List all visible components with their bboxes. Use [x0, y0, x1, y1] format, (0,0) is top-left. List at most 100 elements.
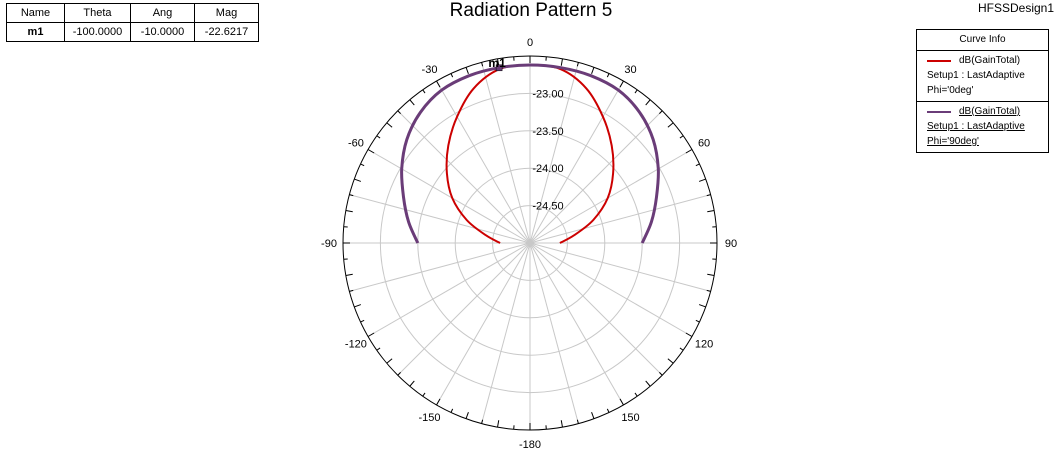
grid-spoke: [529, 242, 663, 376]
grid-spoke: [436, 242, 531, 406]
grid-spoke: [367, 242, 531, 337]
grid-spoke: [529, 80, 624, 244]
angle-tick: [645, 99, 651, 106]
design-name: HFSSDesign1: [977, 1, 1054, 15]
angle-tick: [349, 289, 354, 292]
angle-tick-label: 150: [621, 412, 639, 424]
grid-spoke: [436, 80, 531, 244]
angle-tick: [560, 420, 563, 428]
angle-tick-label: -180: [519, 439, 541, 451]
chart-title: Radiation Pattern 5: [449, 0, 613, 21]
angle-tick: [345, 273, 353, 276]
grid-spoke: [529, 149, 693, 244]
grid-spoke: [529, 242, 624, 406]
marker-mag: -22.6217: [194, 22, 259, 42]
angle-tick: [422, 392, 426, 397]
angle-tick: [698, 178, 706, 182]
angle-tick-label: 60: [698, 138, 710, 150]
legend-entry-quantity: dB(GainTotal): [959, 55, 1021, 66]
angle-tick: [376, 347, 381, 351]
angle-tick: [349, 194, 354, 197]
table-row: m1 -100.0000 -10.0000 -22.6217: [6, 22, 259, 42]
grid-spoke: [481, 62, 531, 244]
marker-label: m1: [488, 56, 506, 70]
angle-tick: [397, 372, 401, 376]
angle-tick: [679, 347, 684, 351]
grid-spoke: [529, 242, 579, 424]
angle-tick: [695, 319, 700, 323]
marker-ang: -10.0000: [130, 22, 195, 42]
angle-tick: [667, 122, 674, 128]
marker-theta: -100.0000: [64, 22, 131, 42]
angle-tick-label: 0: [527, 37, 533, 49]
grid-spoke: [529, 62, 579, 244]
angle-tick: [345, 210, 353, 213]
grid-spoke: [529, 110, 663, 244]
angle-tick: [409, 99, 415, 106]
angle-tick: [560, 58, 563, 66]
angle-tick: [354, 178, 362, 182]
grid-spoke: [367, 149, 531, 244]
angle-tick: [698, 304, 706, 308]
legend-entry-phi: Phi='90deg': [927, 136, 979, 147]
angle-tick: [481, 419, 484, 424]
angle-tick: [619, 80, 624, 88]
grid-spoke: [397, 242, 531, 376]
angle-tick: [706, 289, 711, 292]
grid-spoke: [529, 194, 711, 244]
angle-tick: [685, 332, 693, 337]
angle-tick-label: -30: [422, 64, 438, 76]
grid-spoke: [349, 194, 531, 244]
legend-entry[interactable]: dB(GainTotal) Setup1 : LastAdaptive Phi=…: [917, 51, 1048, 102]
angle-tick-label: -90: [321, 238, 337, 250]
legend-swatch-phi0: [927, 59, 951, 62]
angle-tick: [367, 332, 375, 337]
angle-tick: [576, 419, 579, 424]
angle-tick: [360, 163, 365, 167]
angle-tick-label: 30: [624, 64, 636, 76]
legend-header: Curve Info: [917, 30, 1048, 51]
curve-info-legend: Curve Info dB(GainTotal) Setup1 : LastAd…: [916, 29, 1049, 153]
angle-tick: [606, 408, 610, 413]
angle-tick: [386, 122, 393, 128]
series-line-phi90: [400, 63, 660, 244]
marker-name: m1: [6, 22, 65, 42]
angle-tick: [679, 135, 684, 139]
radial-tick-label: -24.00: [532, 163, 563, 175]
angle-tick: [436, 398, 441, 406]
angle-tick-label: 90: [725, 238, 737, 250]
radial-tick-label: -23.50: [532, 126, 563, 138]
legend-entry[interactable]: dB(GainTotal) Setup1 : LastAdaptive Phi=…: [917, 102, 1048, 152]
angle-tick-label: -60: [348, 138, 364, 150]
angle-tick: [422, 89, 426, 94]
angle-tick: [354, 304, 362, 308]
grid-spoke: [481, 242, 531, 424]
angle-tick: [667, 358, 674, 364]
angle-tick: [465, 67, 469, 75]
angle-tick: [436, 80, 441, 88]
angle-tick: [645, 380, 651, 387]
legend-swatch-phi90: [927, 110, 951, 113]
radial-tick-label: -23.00: [532, 88, 563, 100]
radial-tick-label: -24.50: [532, 201, 563, 213]
grid-spoke: [397, 110, 531, 244]
angle-tick: [465, 411, 469, 419]
angle-tick: [497, 420, 500, 428]
angle-tick: [695, 163, 700, 167]
legend-entry-quantity: dB(GainTotal): [959, 106, 1021, 117]
legend-entry-setup: Setup1 : LastAdaptive: [927, 70, 1025, 81]
angle-tick: [376, 135, 381, 139]
marker-point: [495, 64, 503, 72]
angle-tick: [634, 392, 638, 397]
angle-tick: [591, 411, 595, 419]
legend-entry-phi: Phi='0deg': [927, 85, 974, 96]
angle-tick: [360, 319, 365, 323]
angle-tick: [707, 210, 715, 213]
angle-tick: [576, 62, 579, 67]
grid-spoke: [349, 242, 531, 292]
marker-table: Name Theta Ang Mag m1 -100.0000 -10.0000…: [6, 3, 259, 42]
angle-tick: [481, 62, 484, 67]
angle-tick-label: -150: [418, 412, 440, 424]
angle-tick: [706, 194, 711, 197]
